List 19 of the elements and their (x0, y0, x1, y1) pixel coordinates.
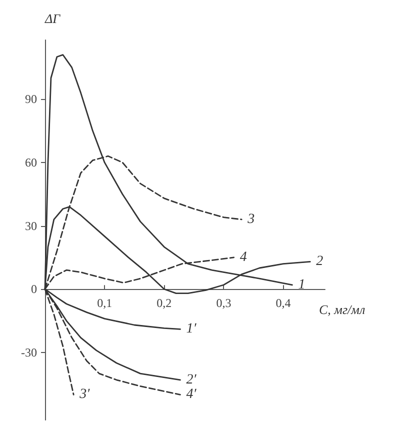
series-label: 3 (246, 212, 255, 227)
x-axis-title: C, мг/мл (319, 302, 366, 318)
series-label: 2 (316, 254, 324, 270)
series-label: 4′ (186, 387, 198, 402)
x-tick-label: 0,4 (276, 296, 291, 310)
y-tick-label: 90 (25, 92, 37, 106)
series-label: 3′ (78, 387, 91, 402)
x-tick-label: 0,2 (156, 296, 172, 310)
x-tick-label: 0,3 (216, 296, 232, 310)
y-tick-label: 30 (25, 218, 37, 233)
y-tick-label: 0 (31, 282, 37, 296)
series-label: 2′ (186, 372, 198, 388)
y-axis-title: ΔΓ (44, 11, 61, 26)
series-label: 1 (298, 277, 306, 292)
series-label: 4 (240, 250, 247, 265)
series-label: 1′ (186, 322, 198, 337)
x-tick-label: 0,1 (97, 296, 112, 310)
y-tick-label: -30 (21, 345, 37, 360)
y-tick-label: 60 (25, 155, 37, 170)
